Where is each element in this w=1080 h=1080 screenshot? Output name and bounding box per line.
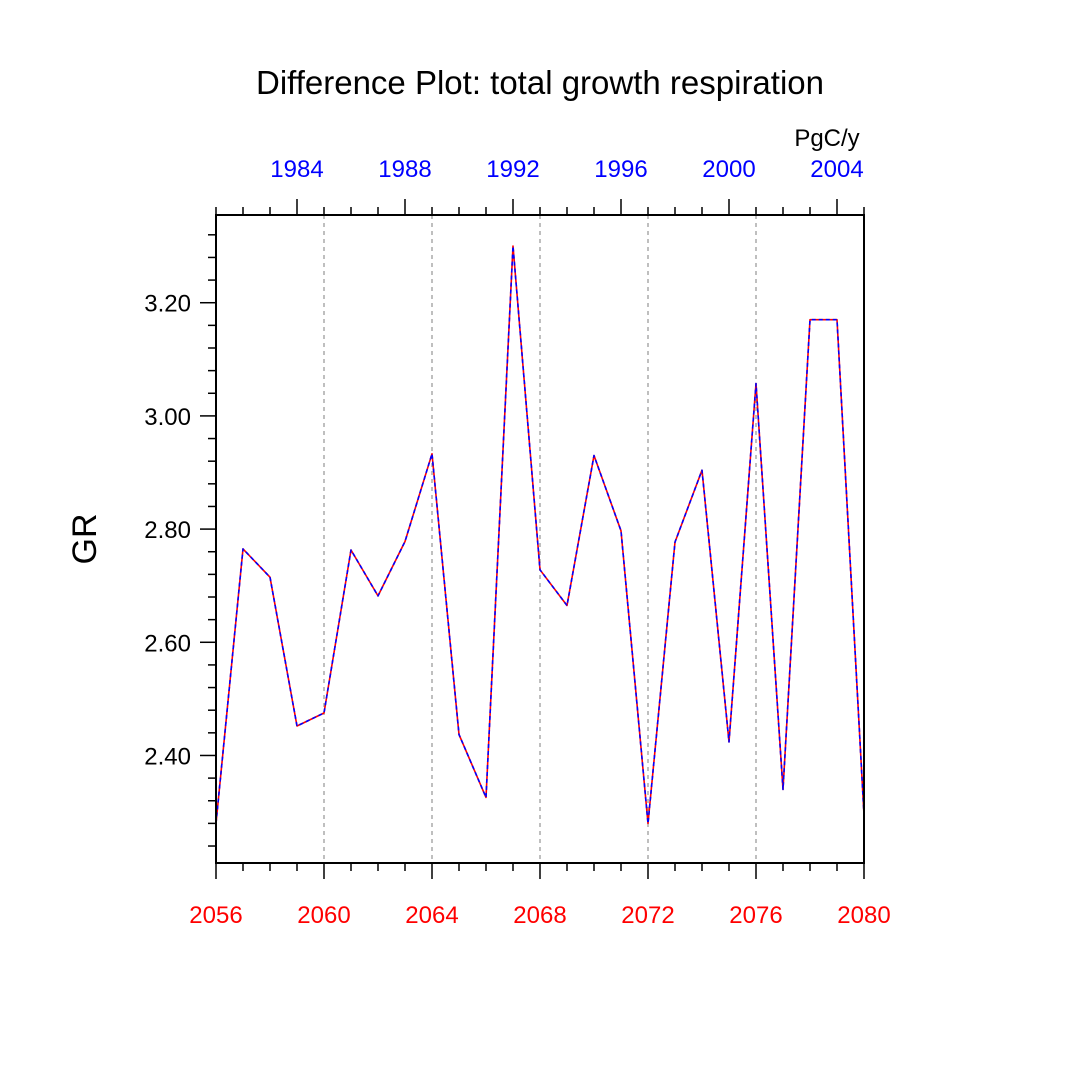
bottom-x-tick-label: 2072 bbox=[621, 902, 674, 929]
top-x-tick-label: 2004 bbox=[810, 156, 863, 183]
bottom-x-tick-label: 2060 bbox=[297, 902, 350, 929]
top-x-tick-label: 2000 bbox=[702, 156, 755, 183]
bottom-x-tick-label: 2080 bbox=[837, 902, 890, 929]
top-x-tick-label: 1984 bbox=[270, 156, 323, 183]
y-tick-label: 2.40 bbox=[144, 743, 191, 770]
bottom-x-tick-label: 2056 bbox=[189, 902, 242, 929]
top-x-tick-labels: 1984 1988 1992 1996 2000 2004 bbox=[270, 156, 863, 183]
y-tick-label: 3.20 bbox=[144, 291, 191, 318]
y-tick-label: 3.00 bbox=[144, 404, 191, 431]
minor-ticks bbox=[208, 207, 865, 871]
plot-frame bbox=[215, 214, 865, 864]
units-label: PgC/y bbox=[794, 125, 859, 152]
top-x-tick-label: 1992 bbox=[486, 156, 539, 183]
series-line-historical bbox=[215, 245, 865, 825]
top-x-tick-label: 1996 bbox=[594, 156, 647, 183]
bottom-x-tick-labels: 2056 2060 2064 2068 2072 2076 2080 bbox=[189, 902, 890, 929]
y-tick-label: 2.80 bbox=[144, 517, 191, 544]
bottom-x-tick-label: 2068 bbox=[513, 902, 566, 929]
series-lines bbox=[215, 245, 865, 825]
chart-title: Difference Plot: total growth respiratio… bbox=[256, 64, 824, 101]
bottom-x-tick-label: 2076 bbox=[729, 902, 782, 929]
top-x-tick-label: 1988 bbox=[378, 156, 431, 183]
bottom-x-tick-label: 2064 bbox=[405, 902, 458, 929]
y-axis-title: GR bbox=[66, 514, 104, 565]
y-tick-labels: 2.40 2.60 2.80 3.00 3.20 bbox=[144, 291, 191, 771]
gridlines bbox=[323, 215, 757, 863]
major-ticks bbox=[200, 199, 865, 879]
y-tick-label: 2.60 bbox=[144, 630, 191, 657]
